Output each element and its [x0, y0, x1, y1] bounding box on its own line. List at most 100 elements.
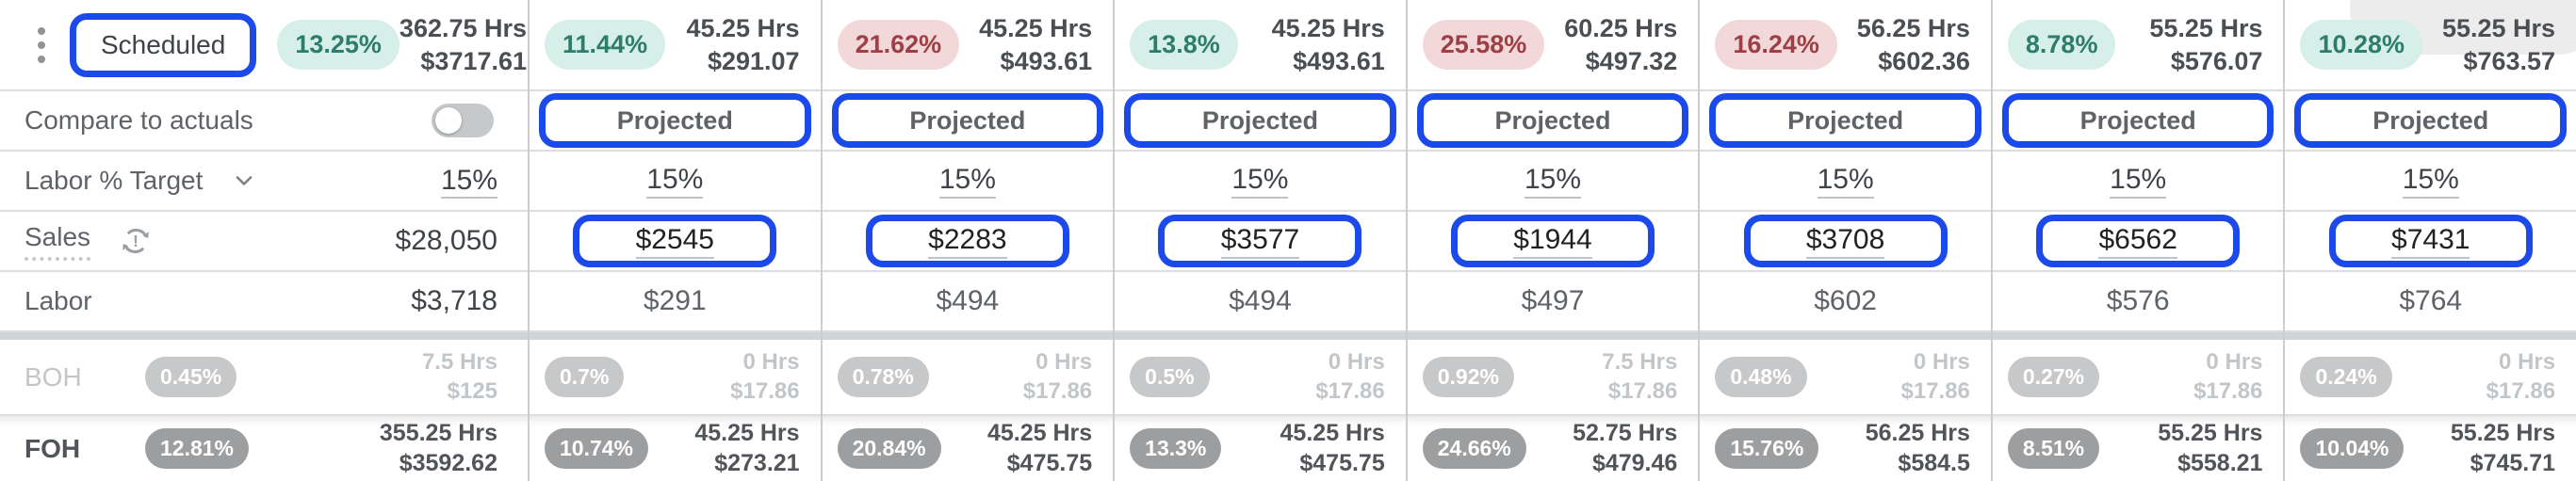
projected-button[interactable]: Projected — [2294, 93, 2568, 148]
boh-hours-amount: 0 Hrs $17.86 — [730, 349, 800, 404]
boh-cell: 0.5% 0 Hrs $17.86 — [1115, 340, 1406, 416]
labor-target-cell: 15% — [1992, 152, 2284, 212]
labor-percent-badge: 25.58% — [1422, 20, 1545, 70]
sales-input[interactable]: $6562 — [2036, 215, 2241, 267]
foh-hours-amount: 355.25 Hrs $3592.62 — [379, 419, 497, 476]
projected-button[interactable]: Projected — [539, 93, 811, 148]
projected-cell: Projected — [822, 91, 1114, 152]
foh-cell: 15.76% 56.25 Hrs $584.5 — [1700, 416, 1991, 481]
projected-button[interactable]: Projected — [1416, 93, 1689, 148]
labor-target-row: Labor % Target 15% — [0, 152, 528, 212]
foh-cell: 10.74% 45.25 Hrs $273.21 — [530, 416, 821, 481]
boh-percent-badge: 0.27% — [2007, 357, 2100, 397]
sales-input[interactable]: $3577 — [1158, 215, 1362, 267]
labor-cell: $494 — [1115, 272, 1406, 332]
sales-cell: $7431 — [2285, 212, 2576, 272]
labor-summary-value: $3,718 — [411, 285, 497, 316]
boh-hours-amount: 0 Hrs $17.86 — [2193, 349, 2263, 404]
labor-target-cell: 15% — [1407, 152, 1699, 212]
hours-amount: 45.25 Hrs $291.07 — [686, 14, 800, 75]
projected-button[interactable]: Projected — [2001, 93, 2274, 148]
projected-cell: Projected — [1407, 91, 1699, 152]
boh-percent-badge: 0.7% — [545, 357, 625, 397]
hours-amount: 60.25 Hrs $497.32 — [1564, 14, 1678, 75]
day-column: 11.44% 45.25 Hrs $291.07 Projected 15% $2… — [528, 0, 821, 481]
foh-percent-badge: 8.51% — [2007, 428, 2100, 469]
labor-target-summary-value[interactable]: 15% — [440, 165, 497, 199]
sales-cell: $2283 — [822, 212, 1114, 272]
foh-cell: 24.66% 52.75 Hrs $479.46 — [1408, 416, 1699, 481]
sales-input[interactable]: $2545 — [573, 215, 777, 267]
day-column: 21.62% 45.25 Hrs $493.61 Projected 15% $2… — [820, 0, 1114, 481]
labor-target-field[interactable]: 15% — [1408, 164, 1699, 199]
foh-percent-badge: 24.66% — [1422, 428, 1526, 469]
labor-value: $764 — [2399, 285, 2463, 316]
labor-cell: $497 — [1407, 272, 1699, 332]
labor-target-cell: 15% — [1700, 152, 1991, 212]
labor-target-field[interactable]: 15% — [1700, 164, 1991, 199]
section-divider — [1407, 332, 1699, 340]
day-header-cell: 25.58% 60.25 Hrs $497.32 — [1407, 0, 1699, 91]
foh-hours-amount: 56.25 Hrs $584.5 — [1865, 419, 1970, 476]
hours-amount: 55.25 Hrs $576.07 — [2149, 14, 2263, 75]
projected-button-label: Projected — [1201, 105, 1318, 135]
kebab-menu-icon[interactable] — [38, 26, 45, 63]
labor-percent-badge: 16.24% — [1715, 20, 1837, 70]
foh-percent-badge: 13.3% — [1130, 428, 1222, 469]
sales-input[interactable]: $2283 — [865, 215, 1069, 267]
sales-input[interactable]: $1944 — [1451, 215, 1655, 267]
day-header-cell: 16.24% 56.25 Hrs $602.36 — [1700, 0, 1991, 91]
labor-percent-badge: 11.44% — [545, 20, 666, 70]
labor-cell: $291 — [530, 272, 821, 332]
labor-cell: $602 — [1700, 272, 1991, 332]
labor-target-cell: 15% — [822, 152, 1114, 212]
boh-cell: 0.7% 0 Hrs $17.86 — [530, 340, 821, 416]
day-column: 16.24% 56.25 Hrs $602.36 Projected 15% $3… — [1698, 0, 1991, 481]
hours-amount: 55.25 Hrs $763.57 — [2441, 14, 2556, 75]
summary-column: Scheduled 13.25% 362.75 Hrs $3717.61 Com… — [0, 0, 528, 481]
labor-target-field[interactable]: 15% — [823, 164, 1114, 199]
sales-input[interactable]: $7431 — [2328, 215, 2533, 267]
scheduled-chip[interactable]: Scheduled — [70, 12, 257, 77]
labor-cell: $494 — [822, 272, 1114, 332]
labor-row-header: Labor $3,718 — [0, 272, 528, 332]
foh-cell: 13.3% 45.25 Hrs $475.75 — [1115, 416, 1406, 481]
projected-button-label: Projected — [2372, 105, 2489, 135]
sales-input[interactable]: $3708 — [1743, 215, 1948, 267]
svg-text:!: ! — [133, 232, 139, 250]
sync-alert-icon[interactable]: ! — [119, 224, 153, 258]
projected-cell: Projected — [1992, 91, 2284, 152]
total-amount: $3717.61 — [420, 46, 528, 75]
labor-target-label: Labor % Target — [24, 166, 204, 195]
section-divider — [822, 332, 1114, 340]
scheduled-header-cell: Scheduled 13.25% 362.75 Hrs $3717.61 — [0, 0, 528, 91]
boh-percent-badge: 0.92% — [1422, 357, 1514, 397]
projected-button[interactable]: Projected — [1709, 93, 1981, 148]
projected-button-label: Projected — [616, 105, 733, 135]
labor-target-field[interactable]: 15% — [2285, 164, 2576, 199]
labor-percent-badge: 8.78% — [2007, 20, 2116, 70]
labor-value: $494 — [936, 285, 1000, 316]
labor-percent-badge: 10.28% — [2300, 20, 2423, 70]
projected-button[interactable]: Projected — [831, 93, 1104, 148]
projected-cell: Projected — [1115, 91, 1406, 152]
foh-cell: 8.51% 55.25 Hrs $558.21 — [1993, 416, 2284, 481]
day-column: 8.78% 55.25 Hrs $576.07 Projected 15% $65… — [1990, 0, 2284, 481]
chevron-down-icon[interactable] — [231, 168, 257, 194]
boh-hours-amount: 7.5 Hrs $17.86 — [1602, 349, 1678, 404]
foh-cell: 20.84% 45.25 Hrs $475.75 — [823, 416, 1114, 481]
foh-hours-amount: 55.25 Hrs $558.21 — [2158, 419, 2263, 476]
sales-cell: $6562 — [1992, 212, 2284, 272]
boh-label: BOH — [24, 361, 82, 392]
labor-target-field[interactable]: 15% — [530, 164, 821, 199]
labor-target-field[interactable]: 15% — [1993, 164, 2284, 199]
boh-cell: 0.48% 0 Hrs $17.86 — [1700, 340, 1991, 416]
foh-percent-badge: 15.76% — [1715, 428, 1819, 469]
boh-percent-badge: 0.24% — [2300, 357, 2392, 397]
total-labor-percent-badge: 13.25% — [277, 20, 399, 70]
compare-toggle[interactable] — [432, 104, 494, 137]
day-column: 25.58% 60.25 Hrs $497.32 Projected 15% $1… — [1405, 0, 1699, 481]
projected-button[interactable]: Projected — [1124, 93, 1396, 148]
foh-row-header: FOH 12.81% 355.25 Hrs $3592.62 — [0, 416, 528, 481]
labor-target-field[interactable]: 15% — [1115, 164, 1406, 199]
